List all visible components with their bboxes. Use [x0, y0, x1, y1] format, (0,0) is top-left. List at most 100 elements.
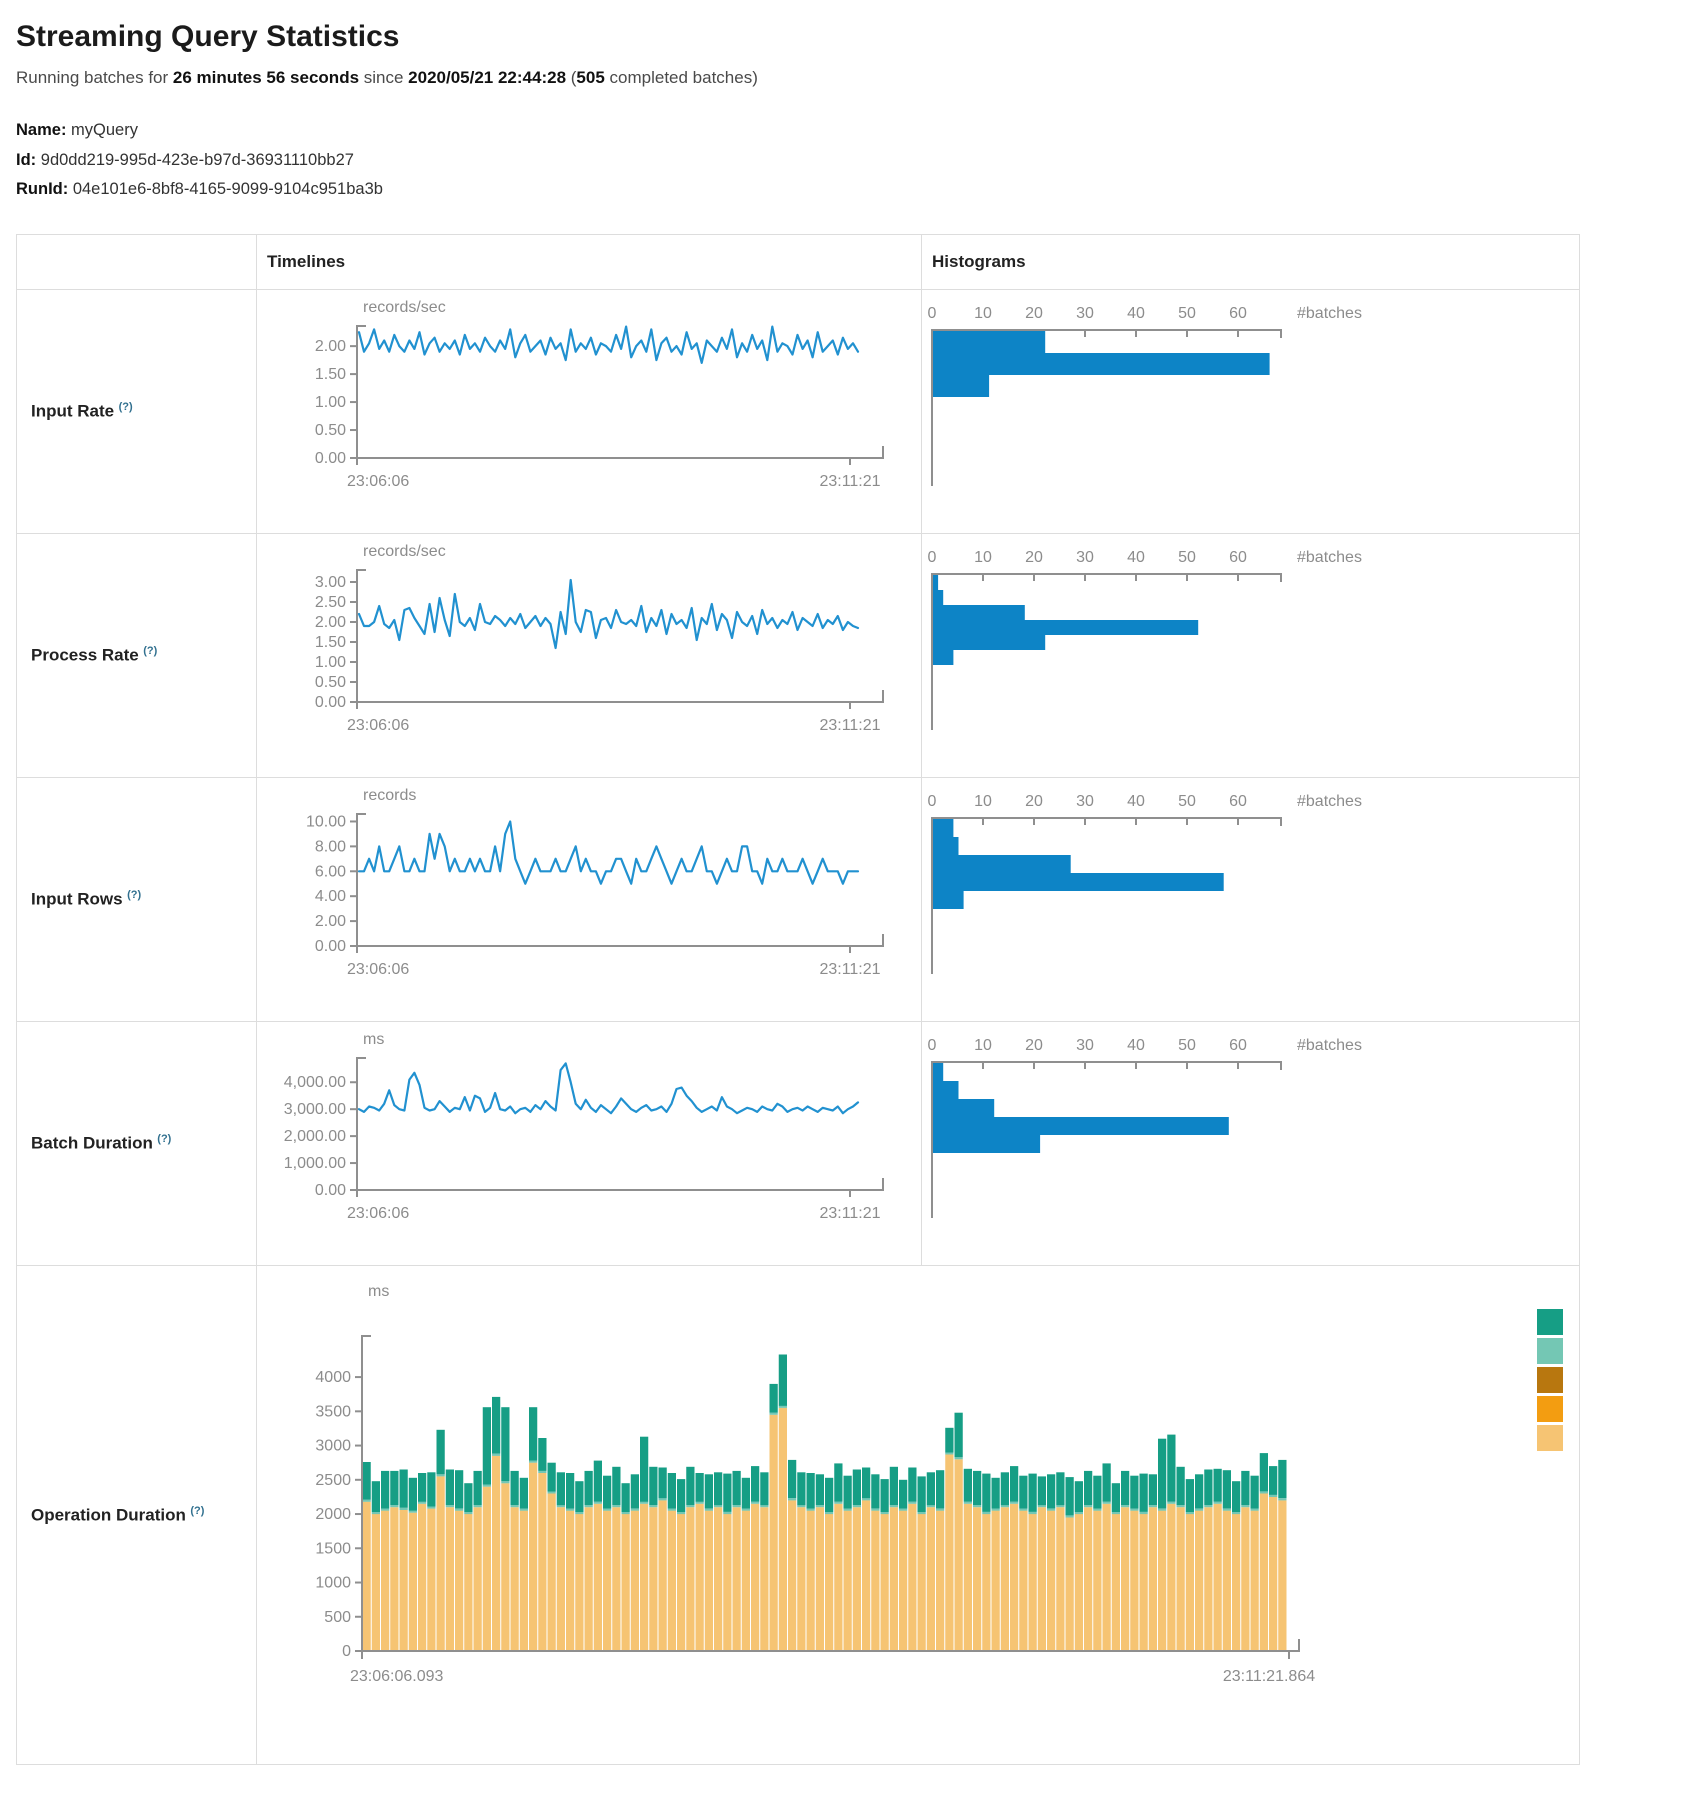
svg-text:23:11:21: 23:11:21	[819, 717, 880, 734]
query-name-line: Name: myQuery	[16, 120, 1693, 141]
svg-text:30: 30	[1076, 1037, 1094, 1054]
svg-text:2.00: 2.00	[315, 913, 346, 930]
svg-text:#batches: #batches	[1297, 549, 1362, 566]
input-rate-timeline-chart: records/sec 2.00 1.50 1.00 0.50 0.00 23:06:06 2…	[257, 290, 921, 533]
input-rows-timeline-chart: records 10.00 8.00 6.00 4.00 2.00 0.00 23:06:06…	[257, 778, 921, 1021]
process-rate-histogram-chart: 0 10 20 30 40 50 60 #batches	[922, 534, 1579, 777]
svg-text:6.00: 6.00	[315, 863, 346, 880]
name-label: Name:	[16, 121, 67, 139]
svg-text:ms: ms	[363, 1031, 384, 1048]
input-rows-row: Input Rows (?) records 10.00 8.00 6.00 4.00 2…	[16, 776, 1580, 1022]
svg-text:10: 10	[974, 793, 992, 810]
svg-text:records/sec: records/sec	[363, 299, 446, 316]
runid-value: 04e101e6-8bf8-4165-9099-9104c951ba3b	[72, 180, 383, 199]
statistics-table: Timelines Histograms Input Rate (?) reco…	[16, 233, 1580, 1765]
legend-swatch	[1537, 1308, 1563, 1335]
svg-text:10: 10	[974, 1037, 992, 1054]
svg-text:60: 60	[1229, 549, 1247, 566]
start-time: 2020/05/21 22:44:28	[408, 68, 567, 87]
runid-label: RunId:	[16, 180, 69, 199]
help-tooltip[interactable]: (?)	[190, 1504, 205, 1517]
svg-text:2,000.00: 2,000.00	[284, 1128, 346, 1145]
completed-batches-count: 505	[576, 68, 605, 87]
id-label: Id:	[16, 150, 37, 169]
svg-text:0: 0	[928, 549, 937, 566]
row-label: Batch Duration	[31, 1133, 153, 1153]
svg-text:30: 30	[1076, 305, 1094, 322]
input-rate-row: Input Rate (?) records/sec 2.00 1.50 1.00 0.…	[16, 288, 1580, 534]
batch-summary: Running batches for 26 minutes 56 second…	[16, 68, 1693, 88]
since-text: since	[359, 68, 409, 87]
svg-text:40: 40	[1127, 1037, 1145, 1054]
svg-text:1.50: 1.50	[315, 366, 346, 383]
svg-text:20: 20	[1025, 1037, 1043, 1054]
operation-duration-cell: ms 4000 3500 3000 2500 2000 1500 1000 500 0 23:06:…	[256, 1264, 1580, 1765]
svg-text:0.00: 0.00	[315, 1182, 346, 1199]
operation-duration-chart: ms 4000 3500 3000 2500 2000 1500 1000 500 0 23:06:…	[257, 1266, 1579, 1764]
svg-text:3.00: 3.00	[315, 574, 346, 591]
svg-text:23:06:06.093: 23:06:06.093	[350, 1668, 444, 1685]
input-rate-histogram-chart: 0 10 20 30 40 50 60 #batches	[922, 290, 1579, 533]
svg-text:50: 50	[1178, 1037, 1196, 1054]
svg-text:0: 0	[342, 1643, 351, 1660]
histograms-header: Histograms	[921, 233, 1580, 290]
batch-duration-histogram-chart: 0 10 20 30 40 50 60 #batches	[922, 1022, 1579, 1265]
name-value: myQuery	[71, 121, 138, 139]
svg-text:records/sec: records/sec	[363, 543, 446, 560]
operation-duration-row: Operation Duration (?) ms 4000 3500 3000 250…	[16, 1264, 1580, 1765]
svg-text:500: 500	[324, 1609, 351, 1626]
svg-text:23:11:21: 23:11:21	[819, 961, 880, 978]
svg-text:records: records	[363, 787, 416, 804]
row-label: Input Rows	[31, 889, 123, 909]
svg-text:4000: 4000	[315, 1369, 351, 1386]
help-tooltip[interactable]: (?)	[127, 889, 142, 902]
svg-text:2.00: 2.00	[315, 338, 346, 355]
svg-text:2.50: 2.50	[315, 594, 346, 611]
legend-swatch	[1537, 1395, 1563, 1422]
svg-text:4.00: 4.00	[315, 888, 346, 905]
page-title: Streaming Query Statistics	[16, 20, 400, 53]
svg-text:0.00: 0.00	[315, 694, 346, 711]
svg-text:0: 0	[928, 793, 937, 810]
input-rows-label-cell: Input Rows (?)	[16, 776, 257, 1022]
svg-text:40: 40	[1127, 793, 1145, 810]
svg-text:4,000.00: 4,000.00	[284, 1074, 346, 1091]
svg-text:#batches: #batches	[1297, 793, 1362, 810]
help-tooltip[interactable]: (?)	[157, 1133, 172, 1146]
table-header-row: Timelines Histograms	[16, 233, 1580, 290]
svg-text:30: 30	[1076, 549, 1094, 566]
svg-text:23:06:06: 23:06:06	[347, 1205, 409, 1222]
batch-duration-timeline-chart: ms 4,000.00 3,000.00 2,000.00 1,000.00 0.00 23…	[257, 1022, 921, 1265]
svg-text:60: 60	[1229, 1037, 1247, 1054]
svg-text:20: 20	[1025, 793, 1043, 810]
legend-swatch	[1537, 1424, 1563, 1451]
help-tooltip[interactable]: (?)	[143, 645, 158, 658]
svg-text:1500: 1500	[315, 1540, 351, 1557]
svg-text:1.50: 1.50	[315, 634, 346, 651]
svg-text:0: 0	[928, 305, 937, 322]
batch-duration-label-cell: Batch Duration (?)	[16, 1020, 257, 1266]
svg-text:40: 40	[1127, 549, 1145, 566]
corner-cell	[16, 233, 257, 290]
svg-text:0: 0	[928, 1037, 937, 1054]
svg-text:0.00: 0.00	[315, 938, 346, 955]
svg-text:0.00: 0.00	[315, 450, 346, 467]
svg-text:50: 50	[1178, 549, 1196, 566]
svg-text:1.00: 1.00	[315, 654, 346, 671]
legend-swatch	[1537, 1366, 1563, 1393]
input-rate-label-cell: Input Rate (?)	[16, 288, 257, 534]
svg-text:30: 30	[1076, 793, 1094, 810]
svg-text:60: 60	[1229, 305, 1247, 322]
help-tooltip[interactable]: (?)	[118, 401, 133, 414]
svg-text:20: 20	[1025, 305, 1043, 322]
svg-text:2.00: 2.00	[315, 614, 346, 631]
process-rate-row: Process Rate (?) records/sec 3.00 2.50 2.00…	[16, 532, 1580, 778]
svg-text:ms: ms	[368, 1283, 389, 1300]
svg-text:2000: 2000	[315, 1506, 351, 1523]
svg-text:23:11:21: 23:11:21	[819, 1205, 880, 1222]
query-id-line: Id: 9d0dd219-995d-423e-b97d-36931110bb27	[16, 150, 1693, 171]
process-rate-timeline-chart: records/sec 3.00 2.50 2.00 1.50 1.00 0.50 0.00 2…	[257, 534, 921, 777]
process-rate-label-cell: Process Rate (?)	[16, 532, 257, 778]
svg-text:10: 10	[974, 549, 992, 566]
